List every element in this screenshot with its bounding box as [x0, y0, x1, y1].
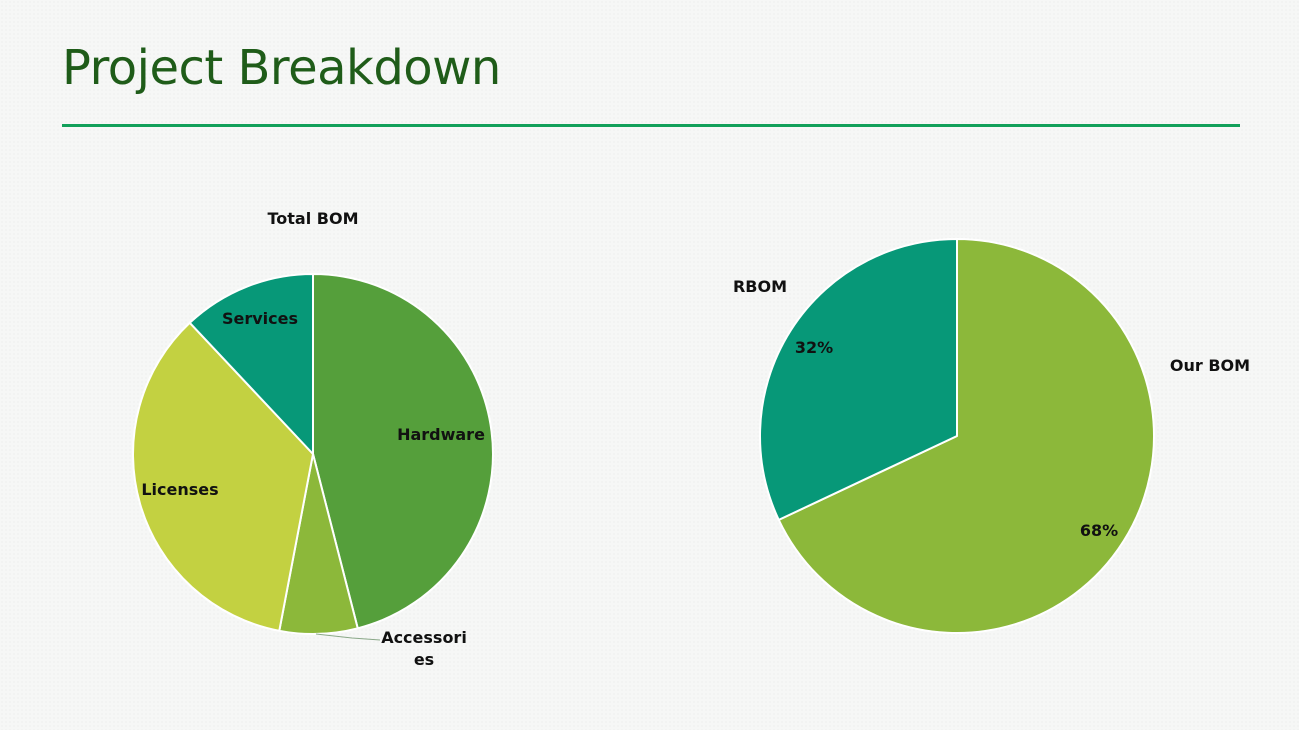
pie-label-licenses: Licenses — [141, 480, 218, 499]
pie-label-rbom: RBOM — [733, 277, 787, 296]
total-bom-pie-chart: Hardware Accessori es Licenses Services Total… — [133, 209, 493, 669]
pie-percent-label-rbom: 32% — [795, 338, 833, 357]
pie-label-our-bom: Our BOM — [1170, 356, 1250, 375]
pie-percent-label-our-bom: 68% — [1080, 521, 1118, 540]
pie-label-accessories: Accessori es — [381, 628, 467, 669]
bom-share-pie-chart: Our BOM 68% RBOM 32% — [733, 239, 1250, 633]
total-bom-chart-title: Total BOM — [268, 209, 359, 228]
pie-leader-line-accessories — [316, 634, 380, 640]
pie-label-hardware: Hardware — [397, 425, 485, 444]
pie-label-services: Services — [222, 309, 298, 328]
